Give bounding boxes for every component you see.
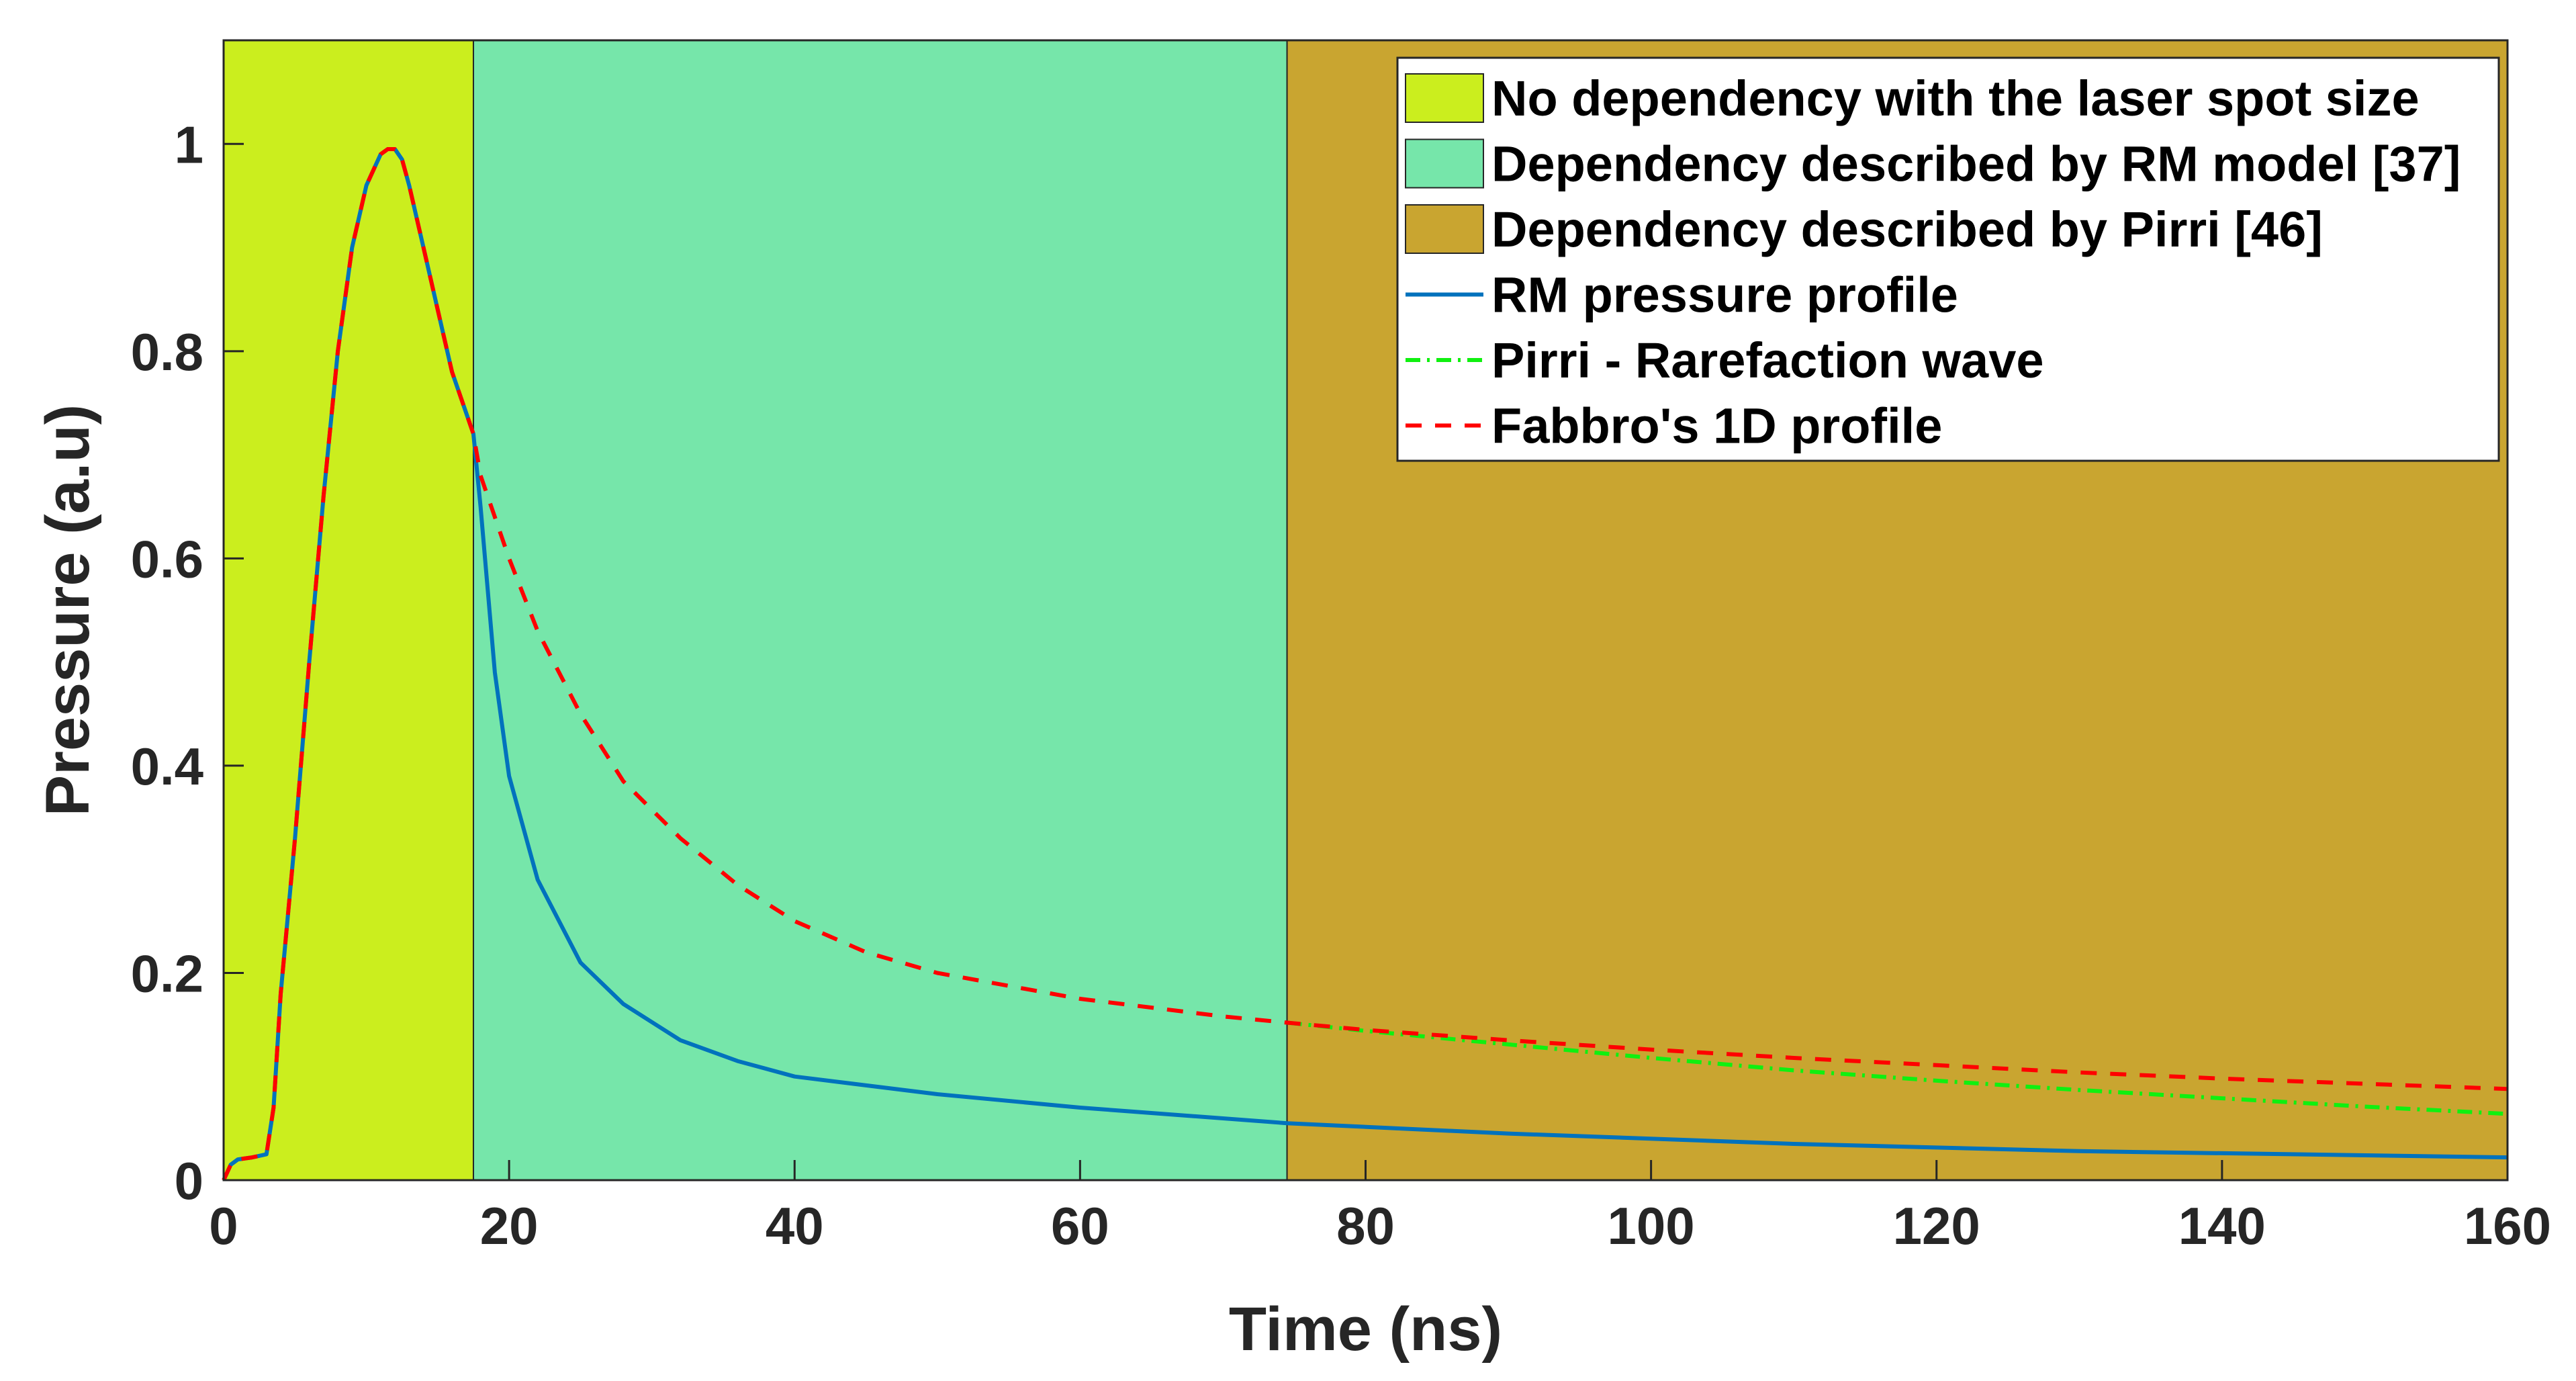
x-tick-label: 80 [1336,1196,1395,1255]
x-tick-label: 40 [766,1196,824,1255]
x-axis-label: Time (ns) [1229,1295,1502,1364]
y-tick-label: 0.6 [131,529,203,588]
legend-label-rm-pressure-profile: RM pressure profile [1491,267,1958,323]
legend-label-dependency-described-by-rm-model-37: Dependency described by RM model [37] [1491,136,2460,192]
legend-label-no-dependency-with-the-laser-spot-size: No dependency with the laser spot size [1491,71,2420,126]
x-tick-label: 120 [1893,1196,1980,1255]
y-tick-label: 1 [175,115,203,174]
region-2 [472,40,1288,1181]
y-tick-label: 0.4 [131,737,203,796]
series-layer [222,147,2508,1182]
y-tick-label: 0.2 [131,944,203,1003]
y-axis: 0 0.2 0.4 0.6 0.8 1 [131,115,244,1210]
y-axis-label: Pressure (a.u) [34,404,102,817]
legend-label-fabbro-s-1d-profile: Fabbro's 1D profile [1491,398,1942,454]
y-tick-label: 0 [175,1151,203,1210]
x-tick-label: 100 [1608,1196,1695,1255]
x-axis: 0 20 40 60 80 100 120 140 160 [209,1160,2551,1255]
x-tick-label: 0 [209,1196,238,1255]
legend-swatch-dependency-described-by-pirri-46 [1405,204,1484,254]
x-tick-label: 60 [1051,1196,1109,1255]
legend-swatch-dependency-described-by-rm-model-37 [1405,138,1484,189]
region-1 [223,40,474,1181]
legend: No dependency with the laser spot size De… [1396,56,2500,462]
x-tick-label: 20 [480,1196,539,1255]
legend-label-pirri-rarefaction-wave: Pirri - Rarefaction wave [1491,332,2044,388]
legend-swatch-no-dependency-with-the-laser-spot-size [1405,73,1484,123]
x-tick-label: 160 [2464,1196,2551,1255]
legend-label-dependency-described-by-pirri-46: Dependency described by Pirri [46] [1491,202,2323,257]
x-tick-label: 140 [2178,1196,2266,1255]
y-tick-label: 0.8 [131,322,203,382]
legend-box [1396,56,2500,462]
